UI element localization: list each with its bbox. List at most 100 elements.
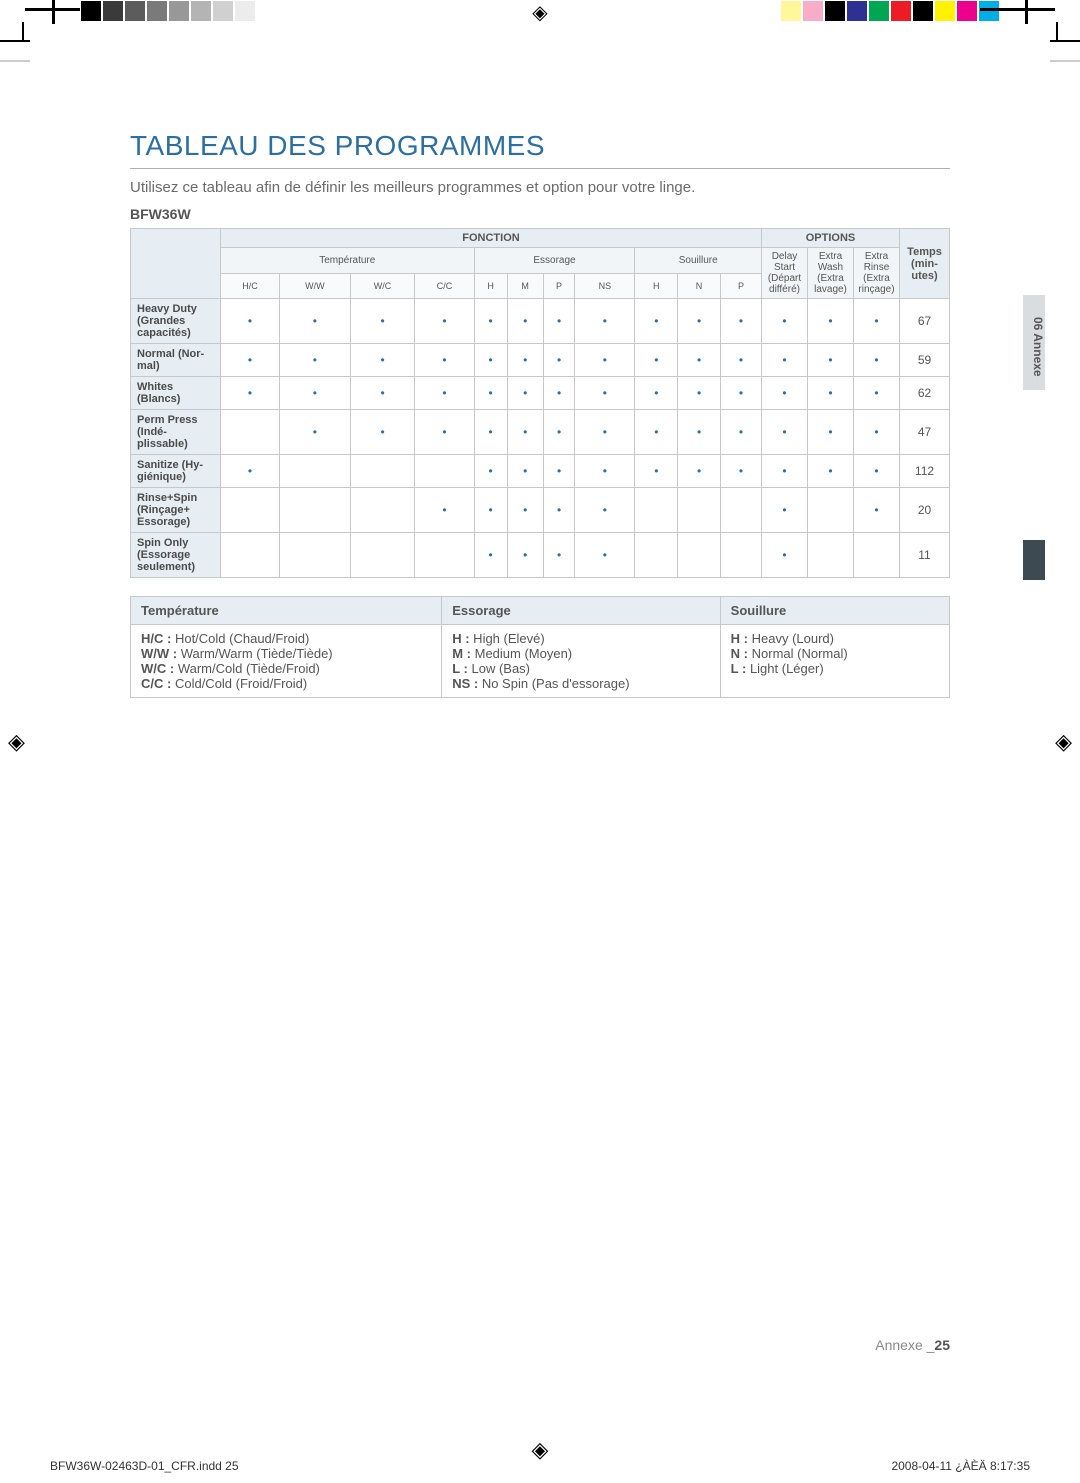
model-code: BFW36W bbox=[130, 206, 950, 222]
swatch bbox=[824, 0, 846, 22]
program-name: Whites (Blancs) bbox=[131, 377, 221, 410]
page-number: 25 bbox=[934, 1337, 950, 1353]
dot-cell bbox=[221, 299, 280, 344]
dot-cell bbox=[720, 377, 761, 410]
program-name: Sanitize (Hy-giénique) bbox=[131, 455, 221, 488]
imprint-file: BFW36W-02463D-01_CFR.indd 25 bbox=[50, 1459, 239, 1473]
swatch bbox=[846, 0, 868, 22]
dot-cell bbox=[415, 455, 474, 488]
dot-cell bbox=[808, 533, 854, 578]
swatch bbox=[124, 0, 146, 22]
dot-cell bbox=[474, 455, 507, 488]
legend-cell-soil: H : Heavy (Lourd)N : Normal (Normal)L : … bbox=[720, 625, 949, 698]
table-row: Rinse+Spin (Rinçage+ Essorage)20 bbox=[131, 488, 950, 533]
dot-cell bbox=[678, 455, 721, 488]
col-code: M bbox=[507, 274, 543, 299]
dot-cell bbox=[808, 377, 854, 410]
dot-cell bbox=[350, 344, 415, 377]
dot-cell bbox=[854, 299, 900, 344]
dot-cell bbox=[762, 344, 808, 377]
dot-cell bbox=[720, 488, 761, 533]
imprint-stamp: 2008-04-11 ¿ÀÈÄ 8:17:35 bbox=[891, 1459, 1030, 1473]
legend-table: Température Essorage Souillure H/C : Hot… bbox=[130, 596, 950, 698]
dot-cell bbox=[507, 455, 543, 488]
dot-cell bbox=[507, 488, 543, 533]
crop-mark bbox=[0, 40, 30, 42]
table-row: Normal (Nor-mal)59 bbox=[131, 344, 950, 377]
dot-cell bbox=[280, 410, 351, 455]
col-code: W/C bbox=[350, 274, 415, 299]
dot-cell bbox=[678, 488, 721, 533]
dot-cell bbox=[415, 344, 474, 377]
swatch bbox=[190, 0, 212, 22]
time-cell: 47 bbox=[900, 410, 950, 455]
page-footer: Annexe _25 bbox=[875, 1337, 950, 1353]
crop-mark bbox=[1050, 40, 1080, 42]
dot-cell bbox=[280, 455, 351, 488]
dot-cell bbox=[415, 488, 474, 533]
intro-text: Utilisez ce tableau afin de définir les … bbox=[130, 179, 950, 196]
dot-cell bbox=[575, 455, 635, 488]
time-cell: 112 bbox=[900, 455, 950, 488]
swatch bbox=[146, 0, 168, 22]
swatch bbox=[978, 0, 1000, 22]
dot-cell bbox=[635, 533, 678, 578]
swatch bbox=[956, 0, 978, 22]
legend-th-spin: Essorage bbox=[442, 597, 720, 625]
dot-cell bbox=[507, 533, 543, 578]
th-souillure: Souillure bbox=[635, 248, 762, 274]
dot-cell bbox=[415, 533, 474, 578]
dot-cell bbox=[808, 344, 854, 377]
dot-cell bbox=[635, 344, 678, 377]
dot-cell bbox=[543, 533, 575, 578]
dot-cell bbox=[507, 299, 543, 344]
legend-cell-temp: H/C : Hot/Cold (Chaud/Froid)W/W : Warm/W… bbox=[131, 625, 442, 698]
dot-cell bbox=[808, 299, 854, 344]
dot-cell bbox=[474, 410, 507, 455]
dot-cell bbox=[474, 344, 507, 377]
dot-cell bbox=[575, 299, 635, 344]
dot-cell bbox=[221, 455, 280, 488]
dot-cell bbox=[221, 488, 280, 533]
dot-cell bbox=[221, 377, 280, 410]
swatch bbox=[934, 0, 956, 22]
page-title: TABLEAU DES PROGRAMMES bbox=[130, 130, 950, 169]
dot-cell bbox=[415, 299, 474, 344]
dot-cell bbox=[280, 299, 351, 344]
program-name: Perm Press (Indé-plissable) bbox=[131, 410, 221, 455]
dot-cell bbox=[854, 488, 900, 533]
section-tab: 06 Annexe bbox=[1023, 295, 1045, 390]
dot-cell bbox=[543, 377, 575, 410]
dot-cell bbox=[575, 533, 635, 578]
dot-cell bbox=[350, 410, 415, 455]
dot-cell bbox=[474, 488, 507, 533]
th-temperature: Température bbox=[221, 248, 475, 274]
th-delay: Delay Start (Départ différé) bbox=[762, 248, 808, 299]
dot-cell bbox=[808, 455, 854, 488]
crop-mark bbox=[1050, 60, 1080, 62]
reg-line bbox=[1025, 0, 1028, 24]
col-code: H bbox=[474, 274, 507, 299]
dot-cell bbox=[854, 344, 900, 377]
dot-cell bbox=[507, 410, 543, 455]
dot-cell bbox=[854, 410, 900, 455]
registration-target-icon: ◈ bbox=[1055, 729, 1072, 755]
dot-cell bbox=[678, 377, 721, 410]
dot-cell bbox=[474, 299, 507, 344]
col-code: H bbox=[635, 274, 678, 299]
dot-cell bbox=[575, 344, 635, 377]
th-options: OPTIONS bbox=[762, 229, 900, 248]
col-code: W/W bbox=[280, 274, 351, 299]
dot-cell bbox=[543, 299, 575, 344]
dot-cell bbox=[474, 533, 507, 578]
dot-cell bbox=[808, 488, 854, 533]
dot-cell bbox=[221, 410, 280, 455]
section-tab-marker bbox=[1023, 540, 1045, 580]
dot-cell bbox=[350, 533, 415, 578]
dot-cell bbox=[720, 299, 761, 344]
table-row: Spin Only (Essorage seulement)11 bbox=[131, 533, 950, 578]
dot-cell bbox=[280, 377, 351, 410]
col-code: H/C bbox=[221, 274, 280, 299]
dot-cell bbox=[350, 488, 415, 533]
grayscale-swatches bbox=[80, 0, 278, 22]
